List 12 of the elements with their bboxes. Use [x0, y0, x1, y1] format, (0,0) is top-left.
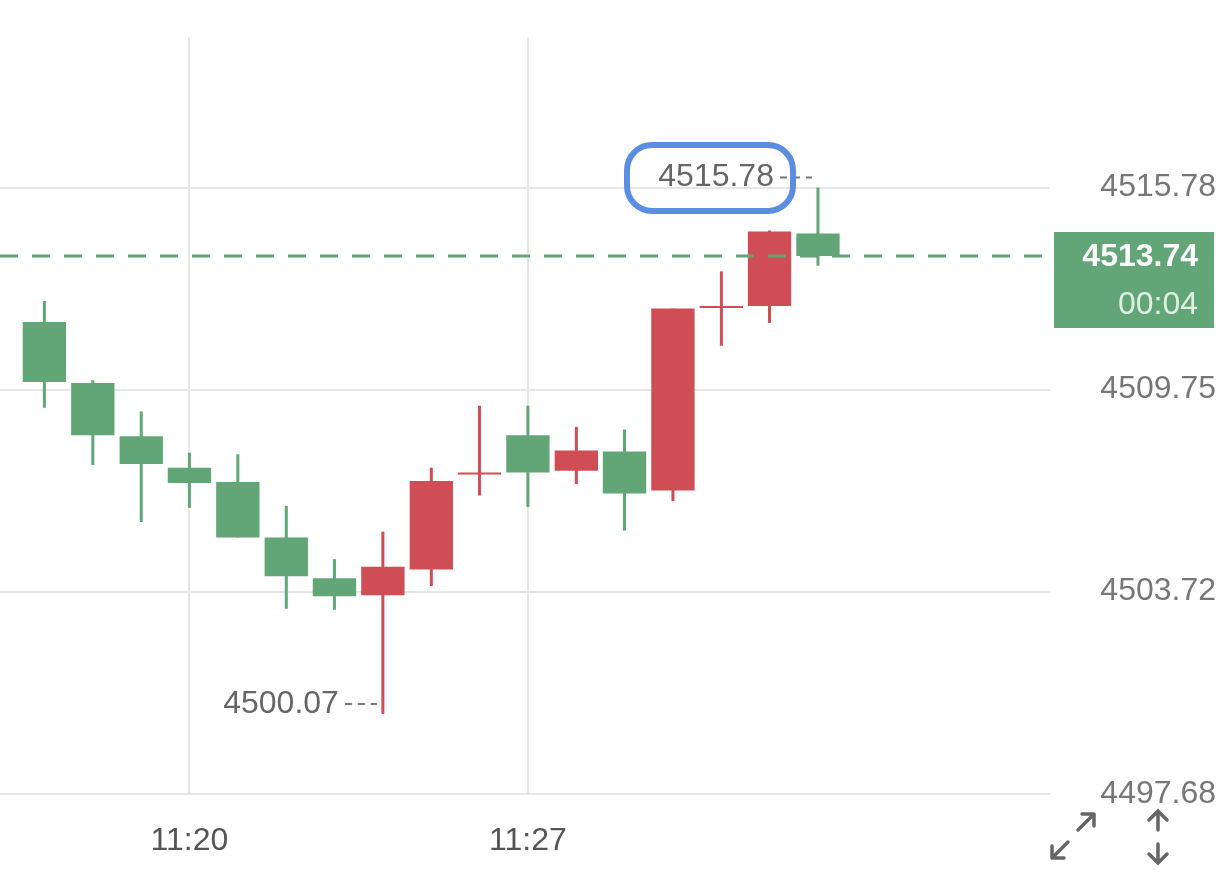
y-tick-label: 4515.78 [1100, 167, 1216, 204]
candlestick [699, 271, 744, 346]
annotation: 4515.78 [658, 157, 774, 194]
annotation: 4500.07 [223, 683, 339, 720]
text: 00:04 [1117, 284, 1198, 321]
y-tick-label: 4509.75 [1100, 369, 1216, 406]
x-tick-label: 11:20 [150, 821, 229, 858]
x-tick-label: 11:27 [489, 821, 567, 858]
ref-line-label: 4513.74 [1082, 236, 1199, 273]
y-tick-label: 4497.68 [1100, 773, 1216, 810]
candlestick [457, 405, 502, 496]
y-tick-label: 4503.72 [1100, 571, 1216, 608]
